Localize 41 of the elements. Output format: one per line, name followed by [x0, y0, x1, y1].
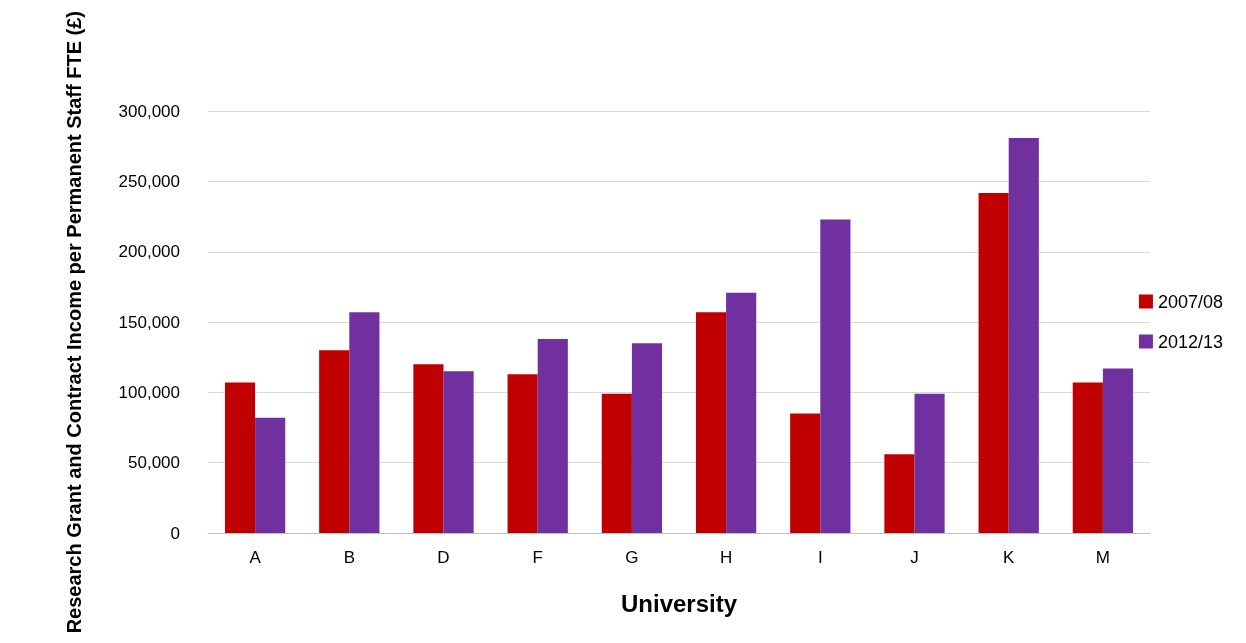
x-tick-label: F — [532, 548, 543, 567]
bar — [443, 371, 474, 533]
x-tick-label: A — [249, 548, 262, 567]
y-axis-title: Research Grant and Contract Income per Permanent Staff FTE (£) — [63, 10, 85, 634]
bar — [978, 192, 1009, 533]
bar — [631, 343, 663, 533]
bar — [884, 454, 915, 533]
bar — [319, 350, 350, 533]
x-tick-label: H — [719, 548, 733, 567]
bar — [413, 364, 444, 533]
bar — [790, 413, 821, 533]
bar — [537, 339, 568, 533]
y-tick-label: 0 — [170, 523, 180, 543]
x-tick-label: K — [1003, 548, 1016, 567]
bar — [1102, 368, 1134, 533]
x-tick-label: G — [625, 548, 639, 567]
y-tick-label: 200,000 — [118, 242, 180, 262]
bar — [1072, 382, 1103, 533]
bar — [726, 292, 757, 533]
x-axis-title: University — [620, 589, 738, 617]
x-tick-label: I — [817, 548, 823, 567]
legend-label: 2012/13 — [1157, 331, 1224, 352]
bar — [255, 417, 286, 533]
y-tick-label: 100,000 — [118, 382, 180, 402]
bar — [224, 382, 256, 533]
y-tick-label: 150,000 — [118, 312, 180, 332]
y-tick-label: 50,000 — [128, 453, 180, 473]
bar — [914, 393, 945, 533]
bar — [601, 393, 632, 533]
x-tick-label: M — [1095, 548, 1110, 567]
bar — [1008, 138, 1039, 533]
x-tick-label: J — [910, 548, 919, 567]
legend-label: 2007/08 — [1157, 291, 1224, 312]
x-tick-label: B — [343, 548, 355, 567]
bar — [507, 374, 538, 533]
bar — [695, 312, 727, 533]
y-tick-label: 300,000 — [118, 101, 180, 121]
bar — [349, 312, 380, 533]
bar — [820, 219, 851, 533]
x-tick-label: D — [437, 548, 450, 567]
y-tick-label: 250,000 — [118, 172, 180, 192]
